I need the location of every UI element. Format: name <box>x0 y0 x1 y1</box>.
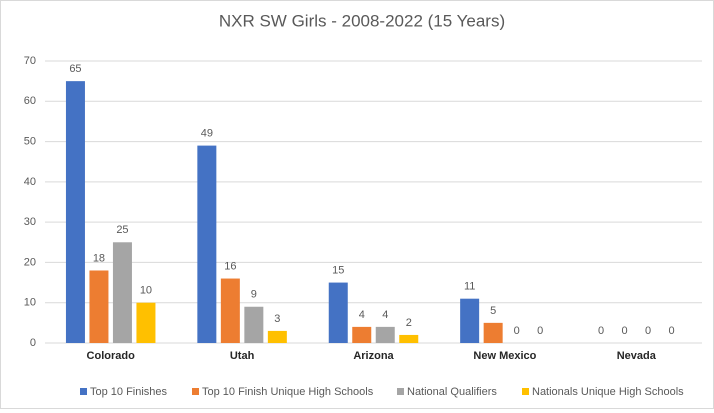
y-tick-label: 0 <box>30 337 36 349</box>
data-label: 2 <box>406 317 412 329</box>
bar <box>65 81 85 344</box>
data-label: 49 <box>201 128 213 140</box>
legend-swatch <box>192 388 199 395</box>
legend-swatch <box>397 388 404 395</box>
data-label: 0 <box>668 325 674 337</box>
data-label: 65 <box>69 63 81 75</box>
y-tick-label: 40 <box>24 176 36 188</box>
bar <box>460 298 480 343</box>
data-label: 15 <box>332 264 344 276</box>
data-label: 0 <box>645 325 651 337</box>
chart-title: NXR SW Girls - 2008-2022 (15 Years) <box>219 11 505 30</box>
bar <box>399 334 419 343</box>
x-tick-label: Nevada <box>617 350 657 362</box>
legend-label: Top 10 Finish Unique High Schools <box>202 386 374 398</box>
y-tick-label: 60 <box>24 95 36 107</box>
data-label: 5 <box>490 305 496 317</box>
data-label: 11 <box>464 281 475 293</box>
data-label: 4 <box>382 309 388 321</box>
data-label: 3 <box>274 313 280 325</box>
y-tick-label: 20 <box>24 256 36 268</box>
data-label: 16 <box>224 260 236 272</box>
data-label: 0 <box>621 325 627 337</box>
legend-swatch <box>80 388 87 395</box>
y-tick-label: 30 <box>24 216 36 228</box>
bar <box>220 278 240 343</box>
bar <box>483 322 503 343</box>
data-label: 0 <box>537 325 543 337</box>
bar <box>136 302 156 343</box>
y-tick-label: 50 <box>24 135 36 147</box>
bar <box>328 282 348 343</box>
legend-label: Nationals Unique High Schools <box>532 386 684 398</box>
legend-swatch <box>522 388 529 395</box>
x-tick-label: Arizona <box>353 350 394 362</box>
data-label: 18 <box>93 252 105 264</box>
data-label: 10 <box>140 285 152 297</box>
bar <box>89 270 109 343</box>
bar <box>267 330 287 343</box>
data-label: 0 <box>598 325 604 337</box>
bar <box>197 145 217 343</box>
x-tick-label: Utah <box>230 350 255 362</box>
bar <box>244 306 264 343</box>
x-tick-label: New Mexico <box>473 350 536 362</box>
data-label: 0 <box>514 325 520 337</box>
legend-label: National Qualifiers <box>407 386 497 398</box>
x-tick-label: Colorado <box>87 350 136 362</box>
legend-label: Top 10 Finishes <box>90 386 168 398</box>
y-tick-label: 10 <box>24 297 36 309</box>
bar <box>352 326 372 343</box>
y-tick-label: 70 <box>24 55 36 67</box>
data-label: 4 <box>359 309 365 321</box>
data-label: 9 <box>251 289 257 301</box>
bar <box>375 326 395 343</box>
data-label: 25 <box>116 224 128 236</box>
bar <box>112 242 132 343</box>
